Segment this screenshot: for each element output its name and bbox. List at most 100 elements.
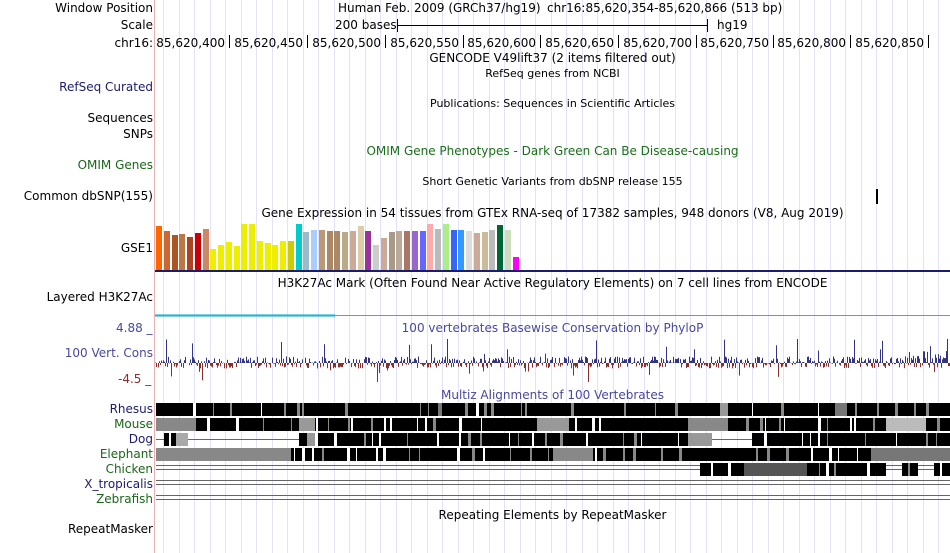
- gtex-tissue-bar[interactable]: [163, 231, 170, 270]
- position-readout[interactable]: chr16:85,620,354-85,620,866 (513 bp): [547, 1, 783, 15]
- cons-score-bar: [806, 363, 807, 367]
- gtex-tissue-bar[interactable]: [256, 241, 263, 270]
- gtex-tissue-bar[interactable]: [512, 257, 519, 270]
- multiz-row-elephant[interactable]: [156, 448, 950, 461]
- multiz-row-zebrafish[interactable]: [156, 493, 950, 506]
- gtex-tissue-bar[interactable]: [427, 224, 434, 270]
- cons-score-bar: [538, 363, 539, 367]
- cons-score-bar: [600, 361, 601, 363]
- cons-score-bar: [758, 357, 759, 363]
- sequences-track-label[interactable]: Sequences: [87, 111, 153, 125]
- gtex-tissue-bar[interactable]: [272, 245, 279, 270]
- multiz-row-mouse[interactable]: [156, 418, 950, 431]
- h3k27ac-signal[interactable]: [155, 314, 950, 320]
- gtex-tissue-bar[interactable]: [287, 241, 294, 270]
- cons-score-bar: [578, 360, 579, 363]
- conservation-plot[interactable]: [155, 336, 950, 382]
- gtex-tissue-bar[interactable]: [442, 224, 449, 270]
- cons-score-bar: [861, 357, 862, 363]
- cons-score-bar: [587, 358, 588, 363]
- gtex-tissue-bar[interactable]: [411, 231, 418, 270]
- cons-score-bar: [644, 363, 645, 368]
- species-label-rhesus[interactable]: Rhesus: [109, 402, 153, 416]
- cons-score-bar: [816, 363, 817, 365]
- gtex-tissue-bar[interactable]: [280, 241, 286, 270]
- gtex-tissue-bar[interactable]: [295, 224, 302, 270]
- gtex-tissue-bar[interactable]: [481, 232, 488, 270]
- gtex-tissue-bar[interactable]: [435, 229, 441, 270]
- cons-score-bar: [493, 359, 494, 363]
- snp-variant-mark[interactable]: [876, 189, 878, 204]
- gtex-tissue-bar[interactable]: [404, 231, 410, 270]
- gtex-tissue-bar[interactable]: [380, 238, 387, 270]
- gtex-tissue-bar[interactable]: [156, 226, 162, 270]
- gtex-tissue-bar[interactable]: [357, 226, 364, 270]
- gtex-tissue-bar[interactable]: [179, 234, 186, 270]
- gtex-tissue-bar[interactable]: [187, 237, 193, 270]
- cons-score-bar: [293, 356, 294, 363]
- gtex-tissue-bar[interactable]: [396, 231, 403, 270]
- gtex-tissue-bar[interactable]: [210, 249, 217, 270]
- gtex-tissue-bar[interactable]: [419, 231, 426, 270]
- gencode-track-title[interactable]: GENCODE V49lift37 (2 items filtered out): [429, 51, 676, 65]
- gtex-tissue-bar[interactable]: [303, 232, 310, 270]
- gtex-tissue-bar[interactable]: [497, 225, 503, 270]
- gtex-tissue-bar[interactable]: [349, 231, 356, 270]
- cons-score-bar: [821, 361, 822, 363]
- gtex-bar-chart[interactable]: [155, 222, 535, 270]
- species-label-chicken[interactable]: Chicken: [105, 462, 153, 476]
- omim-track-label[interactable]: OMIM Genes: [77, 158, 153, 172]
- repeatmasker-track-label[interactable]: RepeatMasker: [67, 522, 153, 536]
- cons-score-bar: [266, 363, 267, 368]
- gtex-tissue-bar[interactable]: [194, 233, 201, 270]
- species-label-x_tropicalis[interactable]: X_tropicalis: [84, 477, 153, 491]
- gtex-tissue-bar[interactable]: [225, 242, 232, 270]
- gtex-tissue-bar[interactable]: [458, 230, 465, 270]
- gtex-tissue-bar[interactable]: [388, 232, 395, 270]
- alignment-block: [537, 418, 569, 431]
- cons-score-bar: [604, 361, 605, 363]
- species-label-elephant[interactable]: Elephant: [99, 447, 153, 461]
- gtex-tissue-bar[interactable]: [373, 245, 379, 270]
- cons-score-bar: [197, 363, 198, 366]
- gtex-tissue-bar[interactable]: [264, 243, 271, 270]
- multiz-row-dog[interactable]: [156, 433, 950, 446]
- gtex-tissue-bar[interactable]: [342, 232, 348, 270]
- gtex-tissue-bar[interactable]: [365, 231, 372, 270]
- cons-score-bar: [473, 356, 474, 363]
- gtex-tissue-bar[interactable]: [466, 231, 472, 270]
- dbsnp-track-label[interactable]: Common dbSNP(155): [23, 189, 153, 203]
- multiz-row-x_tropicalis[interactable]: [156, 478, 950, 491]
- gtex-tissue-bar[interactable]: [318, 230, 325, 270]
- gtex-tissue-bar[interactable]: [450, 230, 457, 270]
- gtex-tissue-bar[interactable]: [233, 246, 240, 270]
- gtex-tissue-bar[interactable]: [326, 231, 333, 270]
- gtex-tissue-bar[interactable]: [504, 230, 511, 270]
- gtex-tissue-bar[interactable]: [489, 230, 496, 270]
- multiz-row-rhesus[interactable]: [156, 403, 950, 416]
- refseq-track-label[interactable]: RefSeq Curated: [59, 80, 153, 94]
- gtex-tissue-bar[interactable]: [218, 245, 224, 270]
- gse-track-label[interactable]: GSE1: [120, 241, 153, 255]
- cons-score-bar: [345, 357, 346, 363]
- species-label-mouse[interactable]: Mouse: [114, 417, 153, 431]
- cons-score-bar: [174, 363, 175, 367]
- gtex-tissue-bar[interactable]: [249, 224, 255, 270]
- gtex-tissue-bar[interactable]: [171, 235, 178, 270]
- gtex-tissue-bar[interactable]: [202, 229, 209, 270]
- h3k27ac-track-label[interactable]: Layered H3K27Ac: [46, 290, 153, 304]
- gtex-tissue-bar[interactable]: [473, 233, 480, 270]
- species-label-zebrafish[interactable]: Zebrafish: [96, 492, 153, 506]
- species-label-dog[interactable]: Dog: [128, 432, 153, 446]
- alignment-mismatch: [674, 403, 678, 416]
- gtex-tissue-bar[interactable]: [311, 230, 317, 270]
- gtex-tissue-bar[interactable]: [241, 224, 248, 270]
- cons-score-bar: [782, 363, 783, 367]
- snps-track-label[interactable]: SNPs: [123, 127, 153, 141]
- alignment-mismatch: [491, 403, 495, 416]
- cons-track-label[interactable]: 100 Vert. Cons: [64, 346, 153, 360]
- cons-score-bar: [742, 363, 743, 365]
- cons-score-bar: [764, 363, 765, 364]
- gtex-tissue-bar[interactable]: [334, 231, 341, 270]
- multiz-row-chicken[interactable]: [156, 463, 950, 476]
